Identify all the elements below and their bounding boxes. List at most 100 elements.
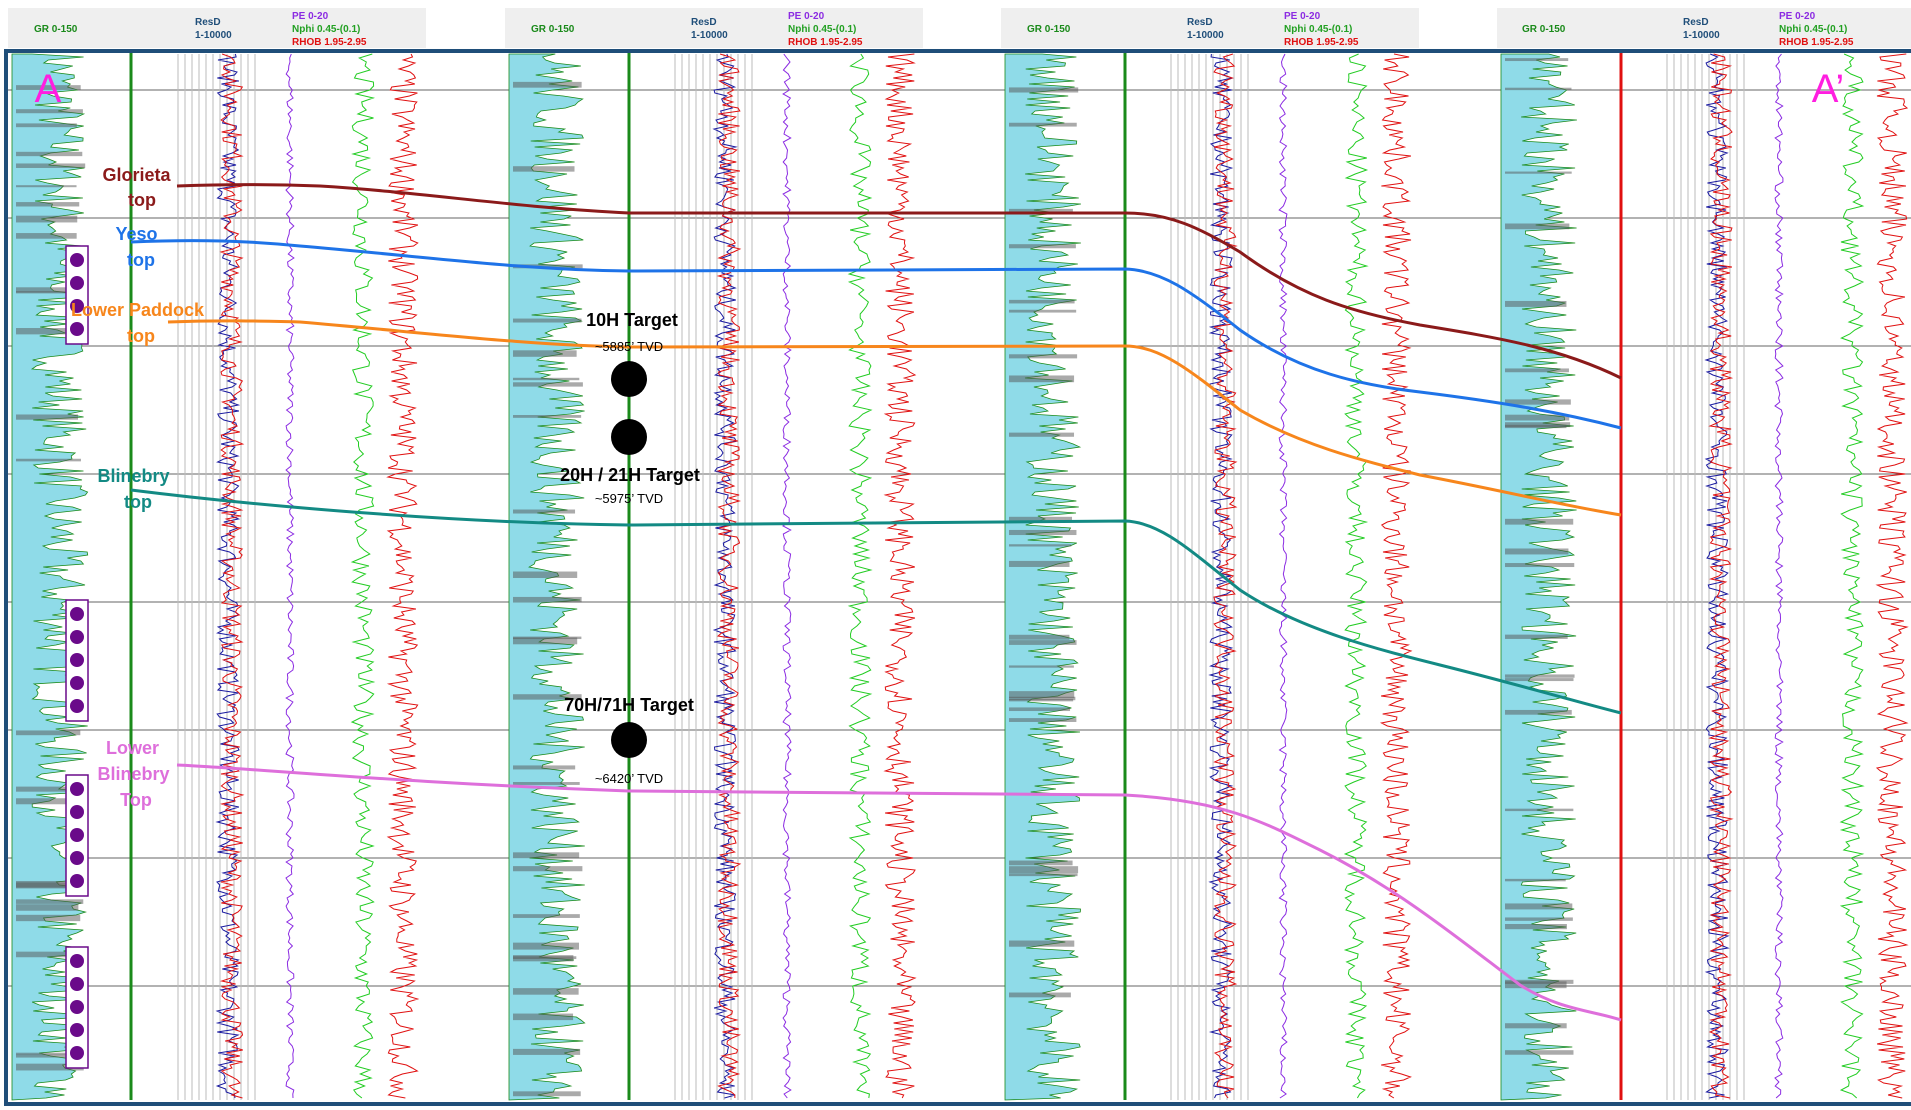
shale-band [16,1052,77,1056]
target-20h-21h-tvd: ~5975’ TVD [595,491,663,506]
perforation-dot [70,977,84,991]
shale-band [16,287,83,293]
res-shallow-curve [1213,53,1238,1099]
rhob-curve [386,53,420,1099]
shale-band [1505,917,1573,921]
shale-band [513,377,580,381]
shale-band [16,185,77,188]
gr-header-label: GR 0-150 [531,24,575,35]
shale-band [1009,544,1072,547]
lower-paddock-top-line [167,319,1622,517]
shale-band [1009,208,1073,212]
pe-curve [285,53,295,1099]
resd-header-label: ResD [195,17,221,28]
perforation-dot [70,954,84,968]
yeso-top-line [130,239,1622,430]
perforation-dot [70,699,84,713]
shale-band [513,166,575,172]
resd-scale-label: 1-10000 [1683,30,1720,41]
perforation-dot [70,805,84,819]
perforation-dot [70,276,84,290]
shale-band [16,151,83,157]
perforation-dot [70,828,84,842]
shale-band [513,1048,581,1055]
shale-band [16,730,81,736]
nphi-header-label: Nphi 0.45-(0.1) [788,24,857,35]
shale-band [16,291,77,294]
resd-scale-label: 1-10000 [1187,30,1224,41]
perforation-dot [70,322,84,336]
shale-band [1009,860,1073,866]
rhob-curve [1379,53,1413,1099]
shale-band [1505,300,1567,307]
shale-band [1009,992,1071,998]
nphi-header-label: Nphi 0.45-(0.1) [292,24,361,35]
perforation-dot [70,1000,84,1014]
pe-curve [782,53,792,1099]
gr-curve [1500,53,1577,1101]
shale-band [513,866,583,872]
shale-band [16,202,80,207]
shale-band [1505,518,1574,525]
shale-band [1505,678,1574,682]
target-10h-label: 10H Target [586,310,678,330]
shale-band [1009,696,1076,701]
shale-band [1009,866,1079,874]
shale-band [513,571,578,578]
res-shallow-curve [716,53,742,1099]
shale-band [1009,718,1077,722]
nphi-curve [350,53,376,1099]
shale-band [1009,707,1071,712]
shale-band [1009,940,1075,947]
cross-section-frame [4,49,1911,1106]
shale-band [513,956,577,960]
target-20h-21h-label: 20H / 21H Target [560,465,700,485]
perforation-dot [70,607,84,621]
resd-scale-label: 1-10000 [691,30,728,41]
gr-header-label: GR 0-150 [1027,24,1071,35]
glorieta-top-line [176,183,1622,380]
shale-band [1505,368,1569,373]
resd-header-label: ResD [1187,17,1213,28]
perforation-dot [70,676,84,690]
nphi-curve [1343,53,1369,1099]
pe-curve [1278,53,1288,1099]
shale-band [16,1054,79,1058]
shale-band [1009,640,1077,645]
perforation-dot [70,1023,84,1037]
shale-band [513,350,577,357]
shale-band [513,81,582,88]
shale-band [513,694,582,700]
shale-band [513,382,583,387]
shale-band [1505,1023,1567,1029]
resd-header-label: ResD [1683,17,1709,28]
shale-band [513,1013,574,1021]
shale-band [16,85,81,90]
gr-curve [11,53,89,1101]
gr-header-label: GR 0-150 [1522,24,1566,35]
shale-band [1009,354,1078,359]
shale-band [1505,924,1567,930]
shale-band [513,637,578,645]
lower-blinebry-top-label: Lower Blinebry Top [97,738,174,810]
well-3-header [1001,8,1419,48]
shale-band [16,163,86,168]
res-shallow-curve [1708,53,1734,1099]
shale-band [1505,399,1571,405]
shale-band [16,123,77,128]
resd-scale-label: 1-10000 [195,30,232,41]
shale-band [1505,58,1569,62]
shale-band [16,458,81,462]
perforation-dot [70,1046,84,1060]
shale-band [16,109,83,114]
perforation-dot [70,299,84,313]
shale-band [16,914,81,922]
shale-band [513,509,576,514]
well-1-header [8,8,426,48]
gr-curve [1004,53,1082,1101]
pe-curve [1774,53,1784,1099]
perforation-dot [70,653,84,667]
res-deep-curve [1208,53,1234,1099]
log-tracks [8,53,1911,1101]
shale-band [1009,244,1076,249]
